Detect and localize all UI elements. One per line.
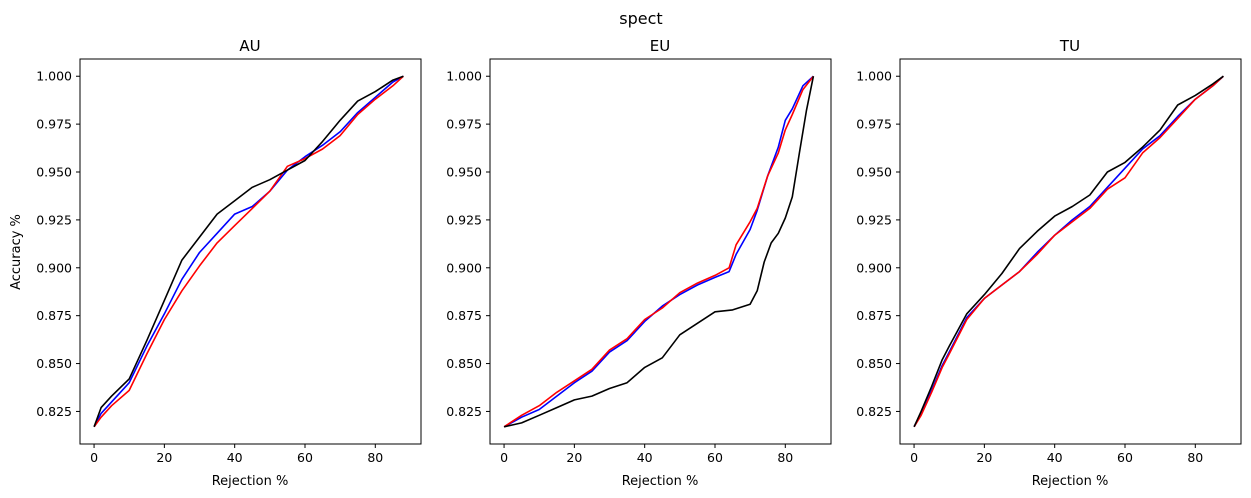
y-tick-label: 0.925 (36, 212, 72, 227)
y-tick-label: 0.875 (36, 308, 72, 323)
y-tick-label: 0.950 (36, 165, 72, 180)
y-tick-label: 0.850 (856, 356, 892, 371)
x-tick-label: 20 (976, 450, 992, 465)
x-axis-label: Rejection % (212, 474, 289, 489)
series-line-0 (93, 75, 404, 428)
series-line-1 (93, 75, 404, 428)
x-axis-label: Rejection % (622, 474, 699, 489)
x-tick-label: 20 (566, 450, 582, 465)
x-tick-label: 80 (367, 450, 383, 465)
axis-ticks: 0 20 40 60 80 0.825 0.850 0.875 0.900 0.925 0.950 0… (856, 69, 1203, 465)
y-tick-label: 1.000 (36, 69, 72, 84)
y-tick-label: 0.850 (446, 356, 482, 371)
x-tick-label: 0 (90, 450, 98, 465)
x-tick-label: 40 (227, 450, 243, 465)
axis-ticks: 0 20 40 60 80 0.825 0.850 0.875 0.900 0.925 0.950 0… (446, 69, 793, 465)
x-tick-label: 0 (910, 450, 918, 465)
series-line-2 (913, 75, 1224, 428)
panel-au: 0 20 40 60 80 0.825 0.850 0.875 0.900 0.925 0.950 0… (9, 37, 422, 489)
panel-tu: 0 20 40 60 80 0.825 0.850 0.875 0.900 0.925 0.950 0… (856, 37, 1242, 489)
x-tick-label: 40 (637, 450, 653, 465)
y-tick-label: 0.875 (446, 308, 482, 323)
plot-frame (899, 58, 1242, 445)
y-tick-label: 0.900 (36, 260, 72, 275)
y-tick-label: 0.875 (856, 308, 892, 323)
y-tick-label: 0.825 (856, 404, 892, 419)
x-axis-label: Rejection % (1032, 474, 1109, 489)
x-tick-label: 60 (707, 450, 723, 465)
y-tick-label: 1.000 (446, 69, 482, 84)
panel-title: EU (650, 37, 670, 55)
x-tick-label: 60 (297, 450, 313, 465)
panel-title: AU (239, 37, 260, 55)
series-line-0 (503, 75, 814, 428)
panel-title: TU (1059, 37, 1080, 55)
y-tick-label: 0.975 (36, 117, 72, 132)
x-tick-label: 0 (500, 450, 508, 465)
x-tick-label: 80 (777, 450, 793, 465)
axis-ticks: 0 20 40 60 80 0.825 0.850 0.875 0.900 0.925 0.950 0… (36, 69, 383, 465)
series-line-2 (503, 76, 815, 428)
series-lines (913, 75, 1224, 428)
y-tick-label: 0.925 (856, 212, 892, 227)
panel-eu: 0 20 40 60 80 0.825 0.850 0.875 0.900 0.925 0.950 0… (446, 37, 832, 489)
y-tick-label: 0.925 (446, 212, 482, 227)
y-tick-label: 0.825 (36, 404, 72, 419)
y-tick-label: 0.950 (856, 165, 892, 180)
y-tick-label: 0.975 (856, 117, 892, 132)
plot-frame (79, 58, 422, 445)
series-line-1 (913, 75, 1224, 428)
y-tick-label: 0.950 (446, 165, 482, 180)
x-tick-label: 20 (156, 450, 172, 465)
x-tick-label: 40 (1047, 450, 1063, 465)
y-tick-label: 0.975 (446, 117, 482, 132)
series-line-2 (93, 75, 404, 428)
y-tick-label: 1.000 (856, 69, 892, 84)
y-tick-label: 0.900 (856, 260, 892, 275)
x-tick-label: 80 (1187, 450, 1203, 465)
plot-frame (489, 58, 832, 445)
y-tick-label: 0.825 (446, 404, 482, 419)
series-line-1 (503, 75, 815, 428)
y-tick-label: 0.850 (36, 356, 72, 371)
y-axis-label: Accuracy % (9, 214, 24, 290)
y-tick-label: 0.900 (446, 260, 482, 275)
figure-title: spect (619, 9, 662, 28)
series-lines (93, 75, 404, 428)
series-line-0 (913, 75, 1224, 428)
series-lines (503, 75, 815, 428)
x-tick-label: 60 (1117, 450, 1133, 465)
